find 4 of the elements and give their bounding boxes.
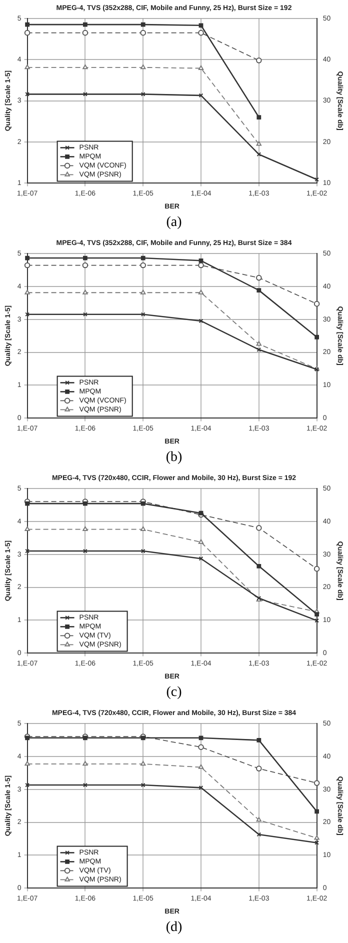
text: (b): [164, 449, 184, 467]
text: (a): [165, 214, 183, 232]
text: (c): [165, 684, 183, 702]
text: (d): [164, 919, 184, 937]
